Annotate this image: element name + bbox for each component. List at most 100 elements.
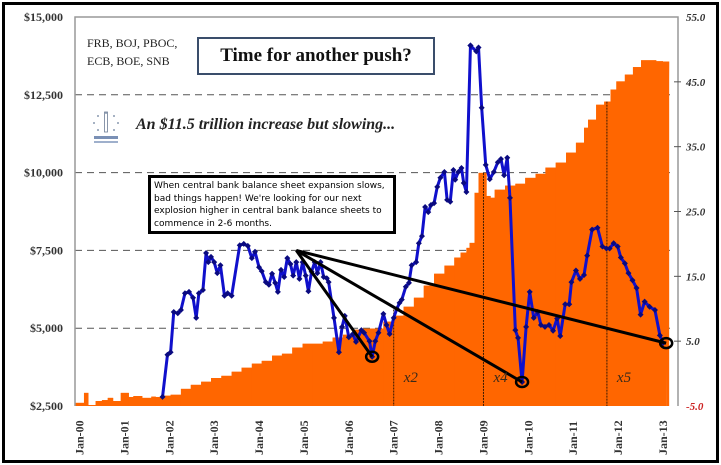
area-bar [373, 328, 384, 406]
area-bar [88, 405, 96, 406]
area-bar [596, 104, 605, 407]
area-bar [120, 392, 129, 406]
line-point [460, 179, 467, 186]
line-point [398, 296, 405, 303]
area-bar [261, 360, 273, 406]
area-bar [460, 252, 467, 406]
area-bar [332, 337, 343, 406]
area-bar [444, 265, 455, 406]
annotation-label: x4 [492, 370, 508, 386]
line-point [526, 288, 533, 295]
x-axis-tick-label: Jan-12 [611, 420, 625, 455]
callout-pointer [295, 248, 667, 345]
left-axis-tick-label: $10,000 [24, 166, 63, 180]
chart-title: Time for another push? [197, 37, 435, 75]
callout-pointers [295, 248, 667, 384]
line-point [572, 267, 579, 274]
line-point [494, 159, 501, 166]
area-bar [190, 384, 202, 406]
line-point [352, 338, 359, 345]
area-bar [515, 183, 526, 406]
area-bar [101, 400, 108, 406]
callout-text: When central bank balance sheet expansio… [154, 181, 385, 229]
area-bar [107, 397, 114, 406]
line-point [405, 279, 412, 286]
right-axis-tick-label: 35.0 [685, 142, 706, 154]
line-point [174, 310, 181, 317]
left-axis-tick-label: $15,000 [24, 10, 63, 24]
left-axis-tick-label: $12,500 [24, 88, 63, 102]
line-point [629, 277, 636, 284]
area-bar [632, 67, 642, 406]
line-point [265, 281, 272, 288]
area-bar [454, 257, 461, 406]
line-point [441, 168, 448, 175]
area-bar [641, 60, 648, 406]
line-point [589, 226, 596, 233]
chart-subtitle: An $11.5 trillion increase but slowing..… [136, 116, 396, 133]
callout-box: When central bank balance sheet expansio… [148, 175, 396, 234]
line-point [305, 288, 312, 295]
line-point [562, 301, 569, 308]
line-point [248, 255, 255, 262]
line-point [467, 42, 474, 49]
x-axis-tick-label: Jan-04 [252, 420, 266, 455]
line-point [272, 279, 279, 286]
line-point [422, 203, 429, 210]
left-axis-tick-label: $7,500 [30, 243, 63, 257]
area-bar [478, 172, 483, 406]
line-point [651, 307, 658, 314]
line-point [475, 44, 482, 51]
x-axis-tick-label: Jan-03 [207, 420, 221, 455]
area-bar [588, 119, 597, 407]
line-point [190, 294, 197, 301]
line-point [193, 314, 200, 321]
line-point [205, 259, 212, 266]
line-point [566, 301, 573, 308]
line-point [413, 259, 420, 266]
area-bar [616, 81, 625, 407]
line-point [402, 283, 409, 290]
area-bar [75, 402, 82, 406]
area-bar [180, 388, 191, 406]
line-point [557, 332, 564, 339]
line-point [269, 270, 276, 277]
area-bar [363, 328, 374, 406]
area-bar [423, 285, 435, 406]
circled-point [514, 375, 530, 389]
area-bar [151, 396, 156, 406]
line-point [314, 270, 321, 277]
line-point [345, 334, 352, 341]
area-bar [302, 343, 313, 406]
area-bar [490, 197, 495, 406]
line-point [217, 262, 224, 269]
line-point [408, 262, 415, 269]
area-bar [494, 189, 506, 406]
line-point [437, 174, 444, 181]
annotation-label: x2 [403, 370, 419, 386]
area-bar [575, 142, 585, 406]
line-point [504, 154, 511, 161]
line-point [274, 288, 281, 295]
area-bar [482, 172, 487, 406]
line-point [375, 329, 382, 336]
area-bar [170, 394, 181, 406]
line-point [290, 272, 297, 279]
line-point [568, 279, 575, 286]
line-point [281, 273, 288, 280]
line-point [256, 264, 263, 271]
area-bar [486, 195, 491, 406]
area-bar [624, 74, 633, 407]
line-point [641, 298, 648, 305]
line-point [603, 245, 610, 252]
line-point [415, 240, 422, 247]
area-bar [545, 167, 556, 406]
area-bar [656, 61, 664, 406]
line-point [199, 286, 206, 293]
line-point [576, 275, 583, 282]
line-point [431, 200, 438, 207]
x-axis-tick-label: Jan-08 [432, 420, 446, 455]
left-axis: $15,000 $12,500 $10,000 $7,500 $5,000 $2,500 [24, 10, 63, 413]
line-point [614, 243, 621, 250]
line-point [208, 253, 215, 260]
